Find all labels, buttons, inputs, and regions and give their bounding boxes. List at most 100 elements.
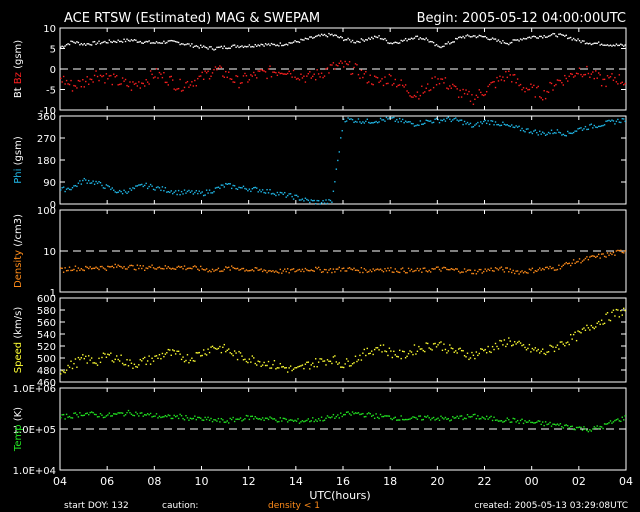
data-point-temp — [615, 419, 618, 421]
data-point-speed — [424, 350, 426, 353]
data-point-phi — [285, 196, 287, 198]
data-point-speed — [306, 361, 308, 364]
data-point-bz — [485, 90, 488, 93]
data-point-bt — [113, 40, 115, 42]
data-point-bz — [276, 74, 279, 77]
data-point-density — [288, 272, 290, 274]
data-point-bt — [123, 38, 125, 40]
data-point-bz — [351, 72, 354, 75]
data-point-density — [578, 258, 581, 260]
data-point-bt — [229, 47, 231, 49]
data-point-density — [590, 255, 593, 257]
data-point-density — [490, 267, 492, 269]
data-point-density — [123, 265, 125, 268]
data-point-phi — [85, 179, 87, 181]
data-point-density — [422, 267, 424, 270]
data-point-temp — [518, 422, 520, 424]
data-point-density — [198, 269, 200, 272]
data-point-density — [285, 270, 287, 273]
data-point-phi — [68, 188, 71, 191]
data-point-phi — [123, 189, 125, 192]
data-point-phi — [605, 120, 607, 122]
data-point-temp — [332, 413, 335, 416]
data-point-bz — [384, 76, 386, 78]
data-point-density — [463, 268, 466, 270]
data-point-speed — [93, 362, 96, 364]
data-point-phi — [304, 197, 307, 199]
data-point-phi — [169, 191, 171, 194]
data-point-temp — [167, 414, 169, 416]
data-point-phi — [577, 128, 579, 130]
data-point-density — [235, 268, 237, 270]
data-point-density — [139, 264, 141, 267]
data-point-phi — [465, 123, 467, 125]
data-point-phi — [316, 199, 318, 202]
xtick-label: 18 — [383, 475, 397, 488]
data-point-phi — [477, 121, 479, 124]
data-point-temp — [569, 425, 572, 428]
data-point-bz — [118, 83, 121, 86]
data-point-bz — [242, 75, 245, 77]
data-point-temp — [328, 416, 330, 419]
data-point-phi — [146, 187, 149, 190]
data-point-density — [142, 265, 144, 267]
data-point-density — [160, 267, 162, 270]
data-point-bz — [250, 74, 252, 76]
data-point-bt — [220, 45, 223, 48]
data-point-density — [298, 268, 301, 271]
data-point-temp — [456, 415, 458, 418]
data-point-temp — [172, 417, 174, 420]
data-point-phi — [258, 189, 261, 191]
data-point-temp — [534, 422, 537, 424]
data-point-speed — [129, 359, 131, 361]
data-point-bz — [278, 71, 280, 74]
data-point-bz — [303, 75, 305, 77]
data-point-density — [253, 270, 255, 272]
data-point-density — [258, 269, 261, 271]
data-point-speed — [303, 367, 305, 370]
data-point-bz — [354, 63, 357, 65]
data-point-bz — [410, 96, 413, 98]
data-point-density — [515, 270, 517, 272]
data-point-bz — [256, 77, 258, 79]
data-point-density — [584, 257, 587, 260]
data-point-bz — [235, 75, 237, 77]
data-point-bt — [593, 42, 595, 44]
data-point-bz — [390, 75, 392, 77]
data-point-density — [589, 256, 591, 258]
data-point-temp — [68, 415, 71, 418]
data-point-temp — [62, 413, 65, 416]
data-point-temp — [88, 413, 90, 416]
data-point-phi — [248, 188, 251, 190]
data-point-phi — [472, 125, 475, 128]
data-point-temp — [269, 416, 271, 418]
data-point-temp — [483, 417, 485, 419]
data-point-temp — [475, 417, 478, 420]
data-point-temp — [74, 412, 77, 414]
data-point-temp — [264, 417, 267, 419]
data-point-density — [158, 266, 161, 268]
data-point-bz — [207, 70, 209, 72]
data-point-temp — [574, 428, 576, 431]
data-point-bz — [469, 100, 472, 102]
data-point-bz — [590, 73, 593, 75]
data-point-temp — [378, 417, 380, 420]
ylabel-mag: Bt Bz (gsm) — [13, 40, 24, 98]
data-point-bt — [133, 39, 136, 41]
data-point-bz — [111, 83, 113, 86]
data-point-density — [238, 269, 240, 271]
data-point-speed — [127, 365, 130, 367]
data-point-speed — [300, 365, 302, 367]
data-point-temp — [490, 415, 492, 418]
data-point-density — [602, 253, 604, 255]
data-point-phi — [617, 118, 619, 121]
data-point-temp — [562, 427, 565, 429]
data-point-bt — [612, 44, 615, 46]
data-point-bt — [493, 38, 495, 40]
data-point-temp — [228, 422, 230, 424]
data-point-bt — [139, 40, 141, 43]
data-point-bt — [96, 42, 99, 44]
data-point-phi — [257, 191, 259, 193]
data-point-bz — [580, 73, 582, 76]
data-point-phi — [443, 118, 445, 121]
